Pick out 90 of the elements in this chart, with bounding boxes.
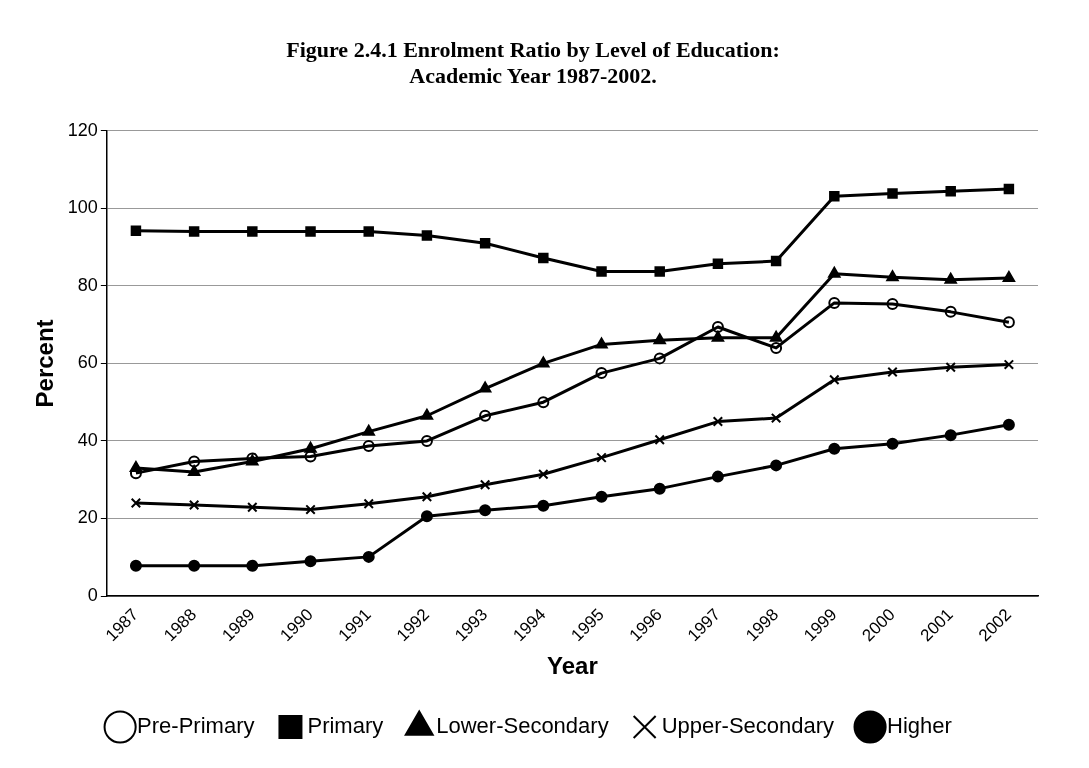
point <box>769 330 783 342</box>
y-tick-label: 60 <box>77 352 98 373</box>
point <box>887 366 898 378</box>
point <box>537 396 550 409</box>
point <box>712 258 724 270</box>
point <box>479 409 492 422</box>
point <box>829 374 840 385</box>
text: Academic Year 1987-2002. <box>409 63 657 89</box>
legend-label: Upper-Secondary <box>661 713 835 739</box>
point <box>246 559 259 572</box>
point <box>129 559 142 572</box>
text: Figure 2.4.1 Enrolment Ratio by Level of Education: <box>286 36 780 62</box>
point <box>247 502 258 513</box>
point <box>362 440 375 452</box>
y-tick-label: 80 <box>77 274 98 295</box>
point <box>188 559 201 572</box>
point <box>363 498 374 510</box>
point <box>886 270 899 282</box>
point <box>595 367 608 380</box>
point <box>420 434 433 447</box>
point <box>770 412 782 424</box>
point <box>945 362 956 373</box>
legend-label: Lower-Secondary <box>436 713 609 739</box>
point <box>479 479 491 491</box>
point <box>653 333 666 345</box>
legend-label: Higher <box>887 713 952 739</box>
point <box>828 442 841 455</box>
legend-label: Pre-Primary <box>137 713 255 739</box>
point <box>711 470 724 483</box>
point <box>944 305 957 318</box>
y-tick-label: 120 <box>67 119 98 140</box>
point <box>770 341 783 354</box>
point <box>478 381 492 393</box>
point <box>711 330 725 342</box>
x-axis-title: Year <box>547 652 598 680</box>
point <box>712 416 724 427</box>
point <box>479 237 491 249</box>
point <box>886 437 899 450</box>
point <box>305 504 316 515</box>
point <box>130 497 142 509</box>
point <box>944 272 957 284</box>
point <box>187 464 201 476</box>
point <box>1003 183 1015 195</box>
point <box>362 550 375 563</box>
point <box>362 424 375 436</box>
point <box>770 255 782 267</box>
point <box>479 504 492 517</box>
point <box>711 320 724 333</box>
point <box>1002 271 1016 283</box>
point <box>887 188 898 199</box>
point <box>188 226 200 237</box>
point <box>828 266 841 278</box>
y-tick-label: 0 <box>87 585 98 605</box>
point <box>305 226 316 237</box>
point <box>304 555 317 568</box>
point <box>363 226 374 237</box>
point <box>1003 359 1015 370</box>
point <box>188 499 200 511</box>
point <box>538 469 549 480</box>
point <box>945 186 956 197</box>
y-axis-title: Percent <box>31 319 59 408</box>
point <box>828 296 841 309</box>
point <box>130 225 142 237</box>
point <box>420 510 433 523</box>
point <box>595 337 608 349</box>
legend-label: Primary <box>307 713 384 739</box>
point <box>247 226 258 237</box>
point <box>654 266 665 277</box>
point <box>537 499 550 512</box>
point <box>420 408 434 420</box>
point <box>595 490 608 503</box>
y-tick-label: 100 <box>67 197 98 218</box>
point <box>944 429 957 442</box>
point <box>886 298 899 311</box>
point <box>653 352 666 365</box>
point <box>537 356 550 368</box>
point <box>538 252 549 264</box>
point <box>770 459 783 472</box>
point <box>188 455 201 468</box>
y-tick-label: 40 <box>77 429 98 450</box>
point <box>596 266 607 277</box>
point <box>829 191 840 202</box>
point <box>596 452 607 463</box>
point <box>421 491 433 503</box>
point <box>654 434 665 446</box>
point <box>653 482 666 495</box>
y-tick-label: 20 <box>77 507 98 528</box>
point <box>421 230 433 241</box>
point <box>1002 418 1015 431</box>
point <box>1002 316 1015 329</box>
